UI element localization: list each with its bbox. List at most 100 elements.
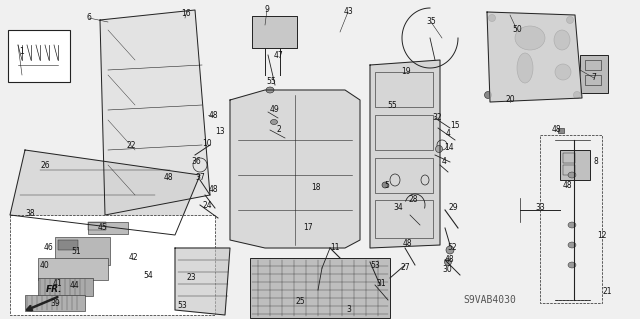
Text: 35: 35 bbox=[426, 18, 436, 26]
Text: 53: 53 bbox=[370, 261, 380, 270]
Text: 48: 48 bbox=[163, 174, 173, 182]
Bar bbox=[375, 72, 433, 107]
Bar bbox=[585, 60, 601, 70]
Bar bbox=[38, 278, 93, 296]
Ellipse shape bbox=[554, 30, 570, 50]
Ellipse shape bbox=[484, 92, 492, 99]
Ellipse shape bbox=[266, 87, 274, 93]
Bar bbox=[563, 153, 575, 163]
Text: 45: 45 bbox=[98, 222, 108, 232]
Text: 38: 38 bbox=[25, 209, 35, 218]
Text: 48: 48 bbox=[402, 239, 412, 248]
Text: 15: 15 bbox=[450, 121, 460, 130]
Text: 48: 48 bbox=[551, 125, 561, 135]
Bar bbox=[88, 222, 128, 234]
Text: 8: 8 bbox=[594, 158, 598, 167]
Text: 50: 50 bbox=[512, 26, 522, 34]
Text: 9: 9 bbox=[264, 5, 269, 14]
Text: 29: 29 bbox=[448, 204, 458, 212]
Text: 53: 53 bbox=[177, 300, 187, 309]
Text: 40: 40 bbox=[40, 261, 50, 270]
Bar bbox=[250, 258, 390, 318]
Bar bbox=[58, 240, 78, 250]
Text: 32: 32 bbox=[432, 114, 442, 122]
Bar bbox=[580, 55, 608, 93]
Text: 42: 42 bbox=[128, 254, 138, 263]
Text: 47: 47 bbox=[273, 50, 283, 60]
Text: 13: 13 bbox=[215, 128, 225, 137]
Text: 3: 3 bbox=[347, 306, 351, 315]
Ellipse shape bbox=[573, 92, 580, 99]
Text: 39: 39 bbox=[50, 299, 60, 308]
Text: 6: 6 bbox=[86, 13, 92, 23]
Text: S9VAB4030: S9VAB4030 bbox=[463, 295, 516, 305]
Text: 21: 21 bbox=[602, 287, 612, 296]
Text: 19: 19 bbox=[401, 68, 411, 77]
Text: 26: 26 bbox=[40, 160, 50, 169]
Text: 27: 27 bbox=[400, 263, 410, 272]
Ellipse shape bbox=[445, 258, 451, 265]
Bar bbox=[375, 115, 433, 150]
Text: 46: 46 bbox=[43, 243, 53, 253]
Text: 24: 24 bbox=[202, 201, 212, 210]
Text: 1: 1 bbox=[20, 48, 24, 56]
Text: 22: 22 bbox=[126, 140, 136, 150]
Bar bbox=[558, 128, 564, 133]
Text: 48: 48 bbox=[208, 186, 218, 195]
Bar bbox=[560, 150, 590, 180]
Text: 17: 17 bbox=[303, 224, 313, 233]
Text: 36: 36 bbox=[191, 158, 201, 167]
Polygon shape bbox=[487, 12, 582, 102]
Text: 52: 52 bbox=[447, 243, 457, 253]
Polygon shape bbox=[10, 150, 200, 235]
Text: 11: 11 bbox=[330, 243, 340, 253]
Bar bbox=[375, 158, 433, 193]
Ellipse shape bbox=[446, 246, 454, 254]
Text: 2: 2 bbox=[276, 125, 282, 135]
Text: 14: 14 bbox=[444, 144, 454, 152]
Text: 55: 55 bbox=[266, 78, 276, 86]
Bar bbox=[8, 30, 70, 82]
Text: FR.: FR. bbox=[46, 285, 63, 294]
Text: 23: 23 bbox=[186, 273, 196, 283]
Text: 48: 48 bbox=[444, 256, 454, 264]
Text: 51: 51 bbox=[71, 248, 81, 256]
Text: 41: 41 bbox=[52, 278, 62, 287]
Text: 4: 4 bbox=[442, 158, 447, 167]
Bar bbox=[38, 258, 108, 280]
Bar bbox=[10, 215, 215, 315]
Ellipse shape bbox=[568, 172, 576, 178]
Ellipse shape bbox=[568, 222, 576, 228]
Bar bbox=[585, 75, 601, 85]
Bar bbox=[563, 165, 575, 175]
Text: 20: 20 bbox=[505, 95, 515, 105]
Text: 5: 5 bbox=[385, 181, 389, 189]
Text: 33: 33 bbox=[535, 204, 545, 212]
Polygon shape bbox=[100, 10, 210, 215]
Bar bbox=[375, 200, 433, 238]
Text: 48: 48 bbox=[208, 110, 218, 120]
Ellipse shape bbox=[568, 262, 576, 268]
Text: 54: 54 bbox=[143, 271, 153, 279]
Text: 10: 10 bbox=[202, 138, 212, 147]
Ellipse shape bbox=[568, 242, 576, 248]
Polygon shape bbox=[230, 90, 360, 248]
Polygon shape bbox=[370, 60, 440, 248]
Bar bbox=[88, 222, 106, 230]
Text: 28: 28 bbox=[408, 196, 418, 204]
Bar bbox=[540, 135, 602, 303]
Text: 25: 25 bbox=[295, 298, 305, 307]
Text: 31: 31 bbox=[376, 278, 386, 287]
Ellipse shape bbox=[555, 64, 571, 80]
Text: 12: 12 bbox=[597, 231, 607, 240]
Ellipse shape bbox=[382, 182, 388, 188]
Polygon shape bbox=[175, 248, 230, 315]
Ellipse shape bbox=[517, 53, 533, 83]
Ellipse shape bbox=[515, 26, 545, 50]
Bar bbox=[55, 237, 110, 265]
Text: 7: 7 bbox=[591, 73, 596, 83]
Text: 16: 16 bbox=[181, 10, 191, 19]
Ellipse shape bbox=[488, 14, 495, 21]
Ellipse shape bbox=[566, 17, 573, 24]
Text: 30: 30 bbox=[442, 265, 452, 275]
